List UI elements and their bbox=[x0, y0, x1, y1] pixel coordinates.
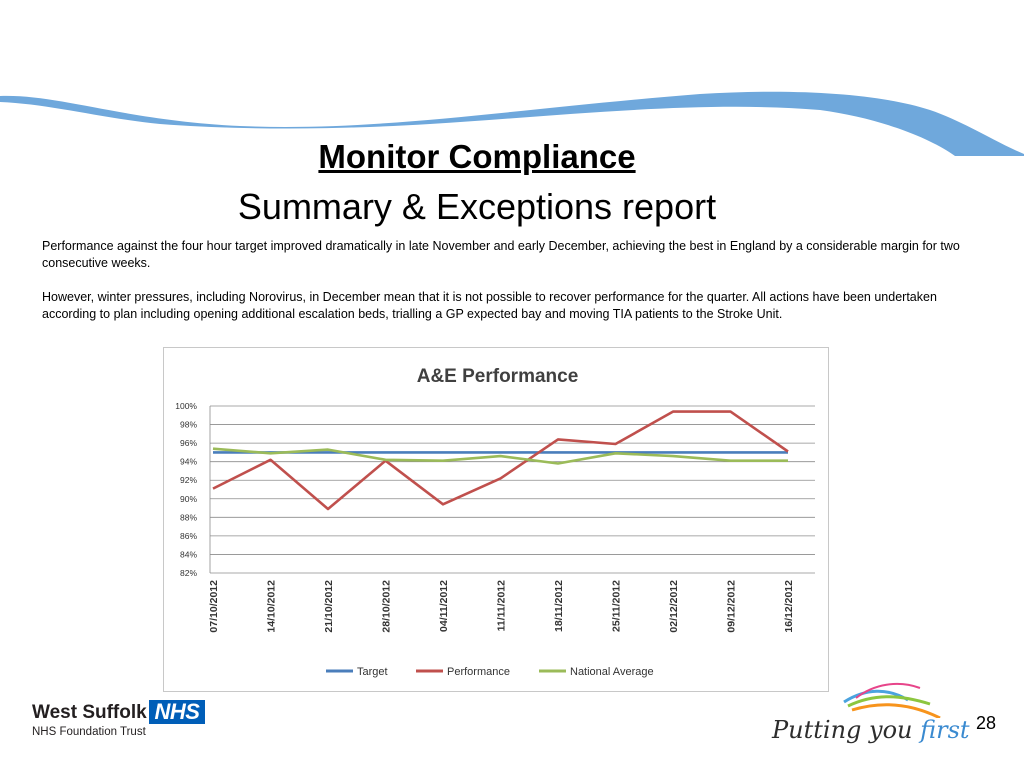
y-tick-label: 98% bbox=[180, 420, 197, 430]
tagline-emphasis: first bbox=[920, 716, 970, 744]
paragraph: However, winter pressures, including Nor… bbox=[42, 290, 937, 321]
legend-label: Target bbox=[357, 666, 388, 678]
chart-title: A&E Performance bbox=[417, 366, 579, 387]
tagline-logo: Putting you first bbox=[748, 658, 970, 764]
page-number: 28 bbox=[976, 713, 997, 733]
ribbon-icon bbox=[843, 682, 941, 718]
y-tick-label: 94% bbox=[180, 457, 197, 467]
legend-label: National Average bbox=[570, 666, 654, 678]
swoosh-shape bbox=[0, 91, 1024, 156]
org-subtitle: NHS Foundation Trust bbox=[32, 726, 146, 738]
ae-performance-chart: A&E Performance 82% 84% 86% 88% 90% 92% 94% 96% 9… bbox=[175, 366, 815, 678]
header-swoosh bbox=[0, 91, 1024, 156]
y-tick-label: 82% bbox=[180, 568, 197, 578]
y-tick-label: 92% bbox=[180, 475, 197, 485]
y-tick-label: 96% bbox=[180, 438, 197, 448]
x-tick-label: 07/10/2012 bbox=[208, 580, 220, 633]
nhs-logo: NHS bbox=[149, 700, 205, 724]
x-tick-label: 04/11/2012 bbox=[438, 580, 450, 632]
slide-subtitle: Summary & Exceptions report bbox=[237, 186, 717, 227]
x-tick-label: 25/11/2012 bbox=[611, 580, 623, 632]
x-tick-label: 28/10/2012 bbox=[381, 580, 393, 633]
x-tick-label: 18/11/2012 bbox=[553, 580, 565, 632]
series-line-performance bbox=[212, 410, 789, 511]
y-tick-label: 100% bbox=[175, 401, 197, 411]
y-tick-label: 86% bbox=[180, 531, 197, 541]
y-tick-label: 88% bbox=[180, 512, 197, 522]
tagline: Putting you first bbox=[772, 716, 970, 744]
org-name: West Suffolk bbox=[32, 702, 147, 723]
y-tick-label: 84% bbox=[180, 549, 197, 559]
y-tick-label: 90% bbox=[180, 494, 197, 504]
x-tick-label: 21/10/2012 bbox=[323, 580, 335, 633]
paragraph: Performance against the four hour target… bbox=[42, 239, 960, 270]
chart-frame: A&E Performance 82% 84% 86% 88% 90% 92% 94% 96% 9… bbox=[163, 347, 829, 692]
x-tick-label: 11/11/2012 bbox=[496, 580, 508, 632]
x-tick-label: 14/10/2012 bbox=[266, 580, 278, 633]
legend-label: Performance bbox=[447, 666, 510, 678]
tagline-main: Putting you bbox=[772, 716, 921, 744]
body-text: Performance against the four hour target… bbox=[42, 238, 962, 340]
x-tick-label: 09/12/2012 bbox=[726, 580, 738, 633]
x-tick-label: 02/12/2012 bbox=[668, 580, 680, 633]
x-tick-label: 16/12/2012 bbox=[783, 580, 795, 633]
series-line-national-average bbox=[212, 447, 788, 465]
slide-title: Monitor Compliance bbox=[318, 138, 636, 175]
